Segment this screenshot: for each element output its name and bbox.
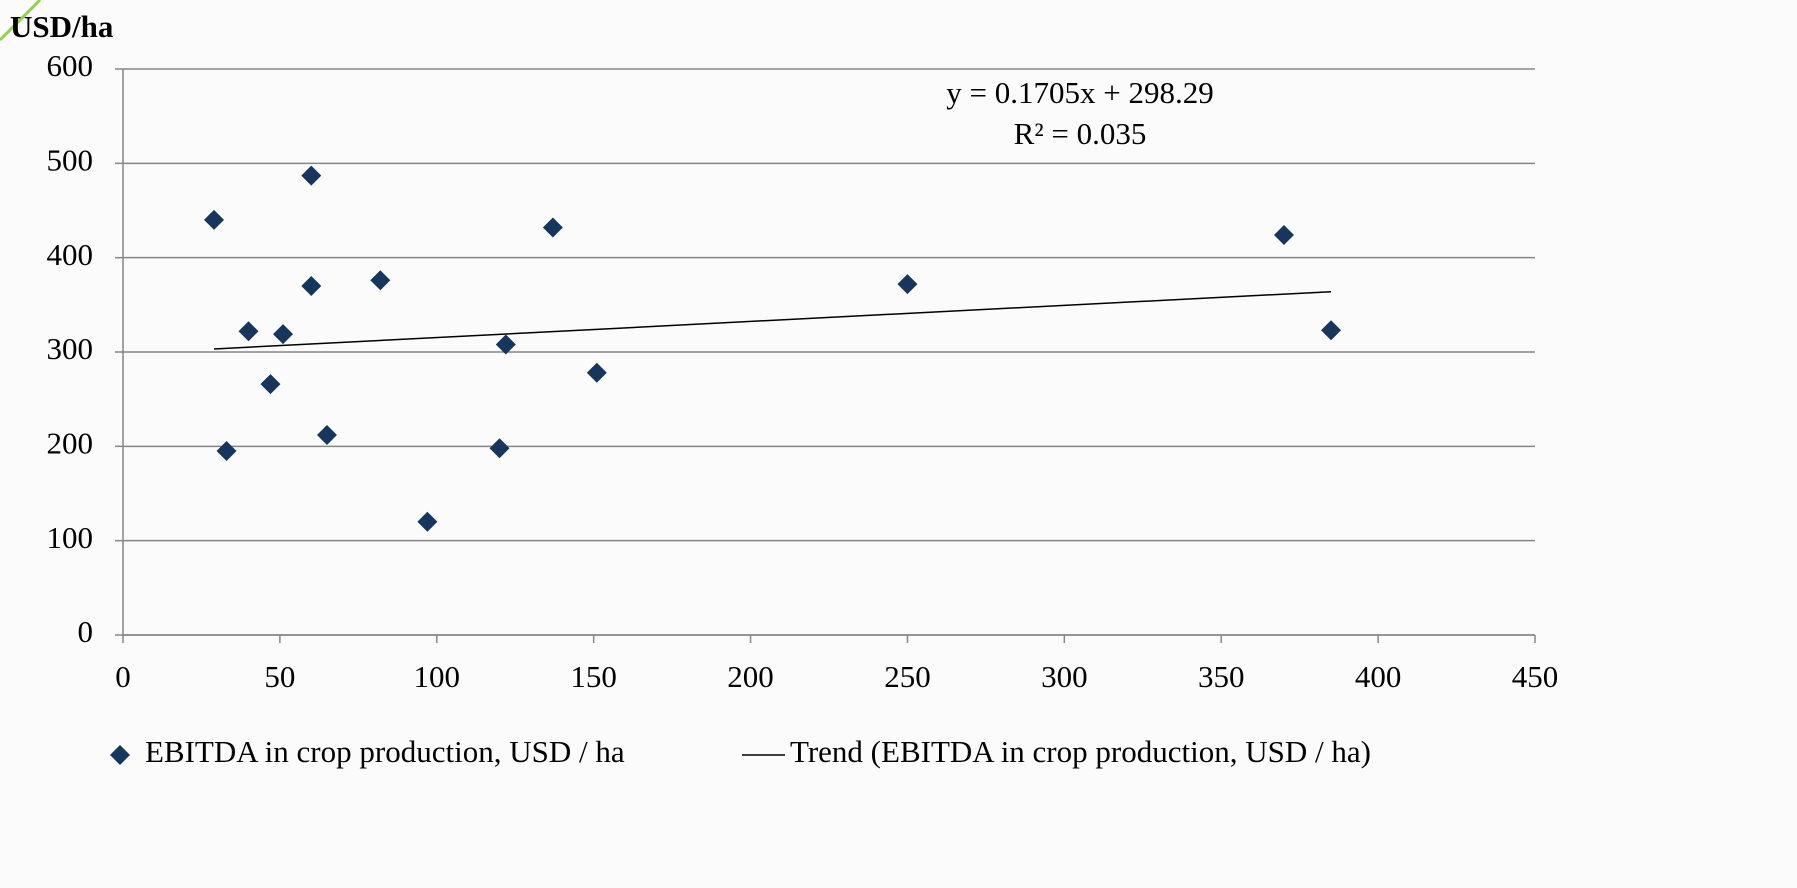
scatter-point (370, 270, 391, 291)
x-tick-label: 250 (884, 659, 931, 694)
x-tick-label: 0 (115, 659, 131, 694)
scatter-point (489, 438, 510, 459)
legend-marker (110, 745, 130, 765)
scatter-point (542, 217, 563, 238)
scatter-point (316, 425, 337, 446)
scatter-point (417, 511, 438, 532)
scatter-point (586, 362, 607, 383)
trend-equation: y = 0.1705x + 298.29 (946, 75, 1213, 110)
y-tick-label: 300 (47, 331, 94, 366)
scatter-point (238, 321, 259, 342)
scatter-point (273, 324, 294, 345)
scatter-point (301, 275, 322, 296)
x-tick-label: 200 (727, 659, 774, 694)
x-tick-label: 100 (414, 659, 461, 694)
legend-label: EBITDA in crop production, USD / ha (145, 734, 625, 769)
scatter-point (260, 374, 281, 395)
legend-label: Trend (EBITDA in crop production, USD / … (790, 734, 1371, 769)
y-tick-label: 500 (47, 142, 94, 177)
trend-r-squared: R² = 0.035 (1014, 116, 1147, 151)
scatter-point (216, 441, 237, 462)
x-tick-label: 350 (1198, 659, 1245, 694)
y-tick-label: 200 (47, 425, 94, 460)
y-tick-label: 600 (47, 48, 94, 83)
y-tick-label: 100 (47, 520, 94, 555)
scatter-point (1273, 225, 1294, 246)
y-tick-label: 400 (47, 237, 94, 272)
scatter-point (897, 274, 918, 295)
trend-line (213, 290, 1332, 350)
x-tick-label: 300 (1041, 659, 1088, 694)
x-tick-label: 150 (570, 659, 617, 694)
scatter-point (1321, 320, 1342, 341)
corner-decoration (0, 0, 42, 42)
x-tick-label: 400 (1355, 659, 1402, 694)
x-tick-label: 450 (1512, 659, 1559, 694)
y-axis-label: USD/ha (10, 9, 114, 44)
y-tick-label: 0 (78, 614, 94, 649)
scatter-point (203, 209, 224, 230)
x-tick-label: 50 (264, 659, 295, 694)
scatter-point (301, 165, 322, 186)
scatter-point (495, 334, 516, 355)
